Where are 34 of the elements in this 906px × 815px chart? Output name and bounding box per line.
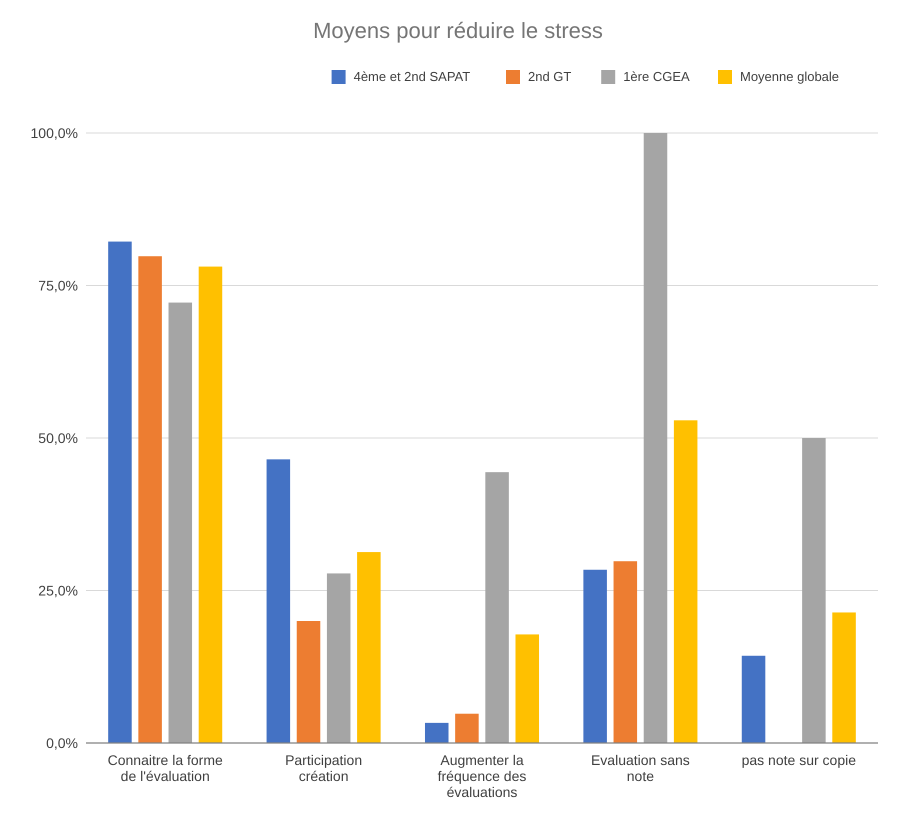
bar [742,656,766,743]
y-tick-label: 100,0% [30,124,78,141]
legend-label: 4ème et 2nd SAPAT [354,69,470,84]
bar [138,256,162,743]
bar [674,420,698,743]
bar [326,573,350,743]
bar [108,242,132,743]
legend-label: Moyenne globale [740,69,840,84]
y-tick-label: 0,0% [46,734,78,751]
x-tick-label: Connaitre la forme de l'évaluation [108,752,223,784]
x-tick-label: Participation création [285,752,362,784]
bar [168,302,192,743]
bar [644,133,668,743]
chart-title: Moyens pour réduire le stress [313,18,603,43]
x-tick-label: pas note sur copie [742,752,856,768]
bar [802,438,826,743]
bar [515,634,540,743]
legend-label: 1ère CGEA [623,69,690,84]
x-tick-label: Evaluation sans note [590,752,690,784]
bar [583,570,607,743]
bar [455,714,479,743]
bar [485,472,509,743]
bar [296,621,320,743]
bar [266,459,290,743]
x-tick-label: Augmenter la fréquence des évaluations [438,752,526,800]
bar [198,266,222,743]
bar [357,552,381,743]
bar [614,561,638,743]
y-tick-label: 50,0% [38,430,78,446]
legend-label: 2nd GT [528,69,572,84]
bar [832,612,856,743]
y-tick-label: 25,0% [38,582,78,598]
y-tick-label: 75,0% [38,277,78,294]
bar [424,722,449,743]
